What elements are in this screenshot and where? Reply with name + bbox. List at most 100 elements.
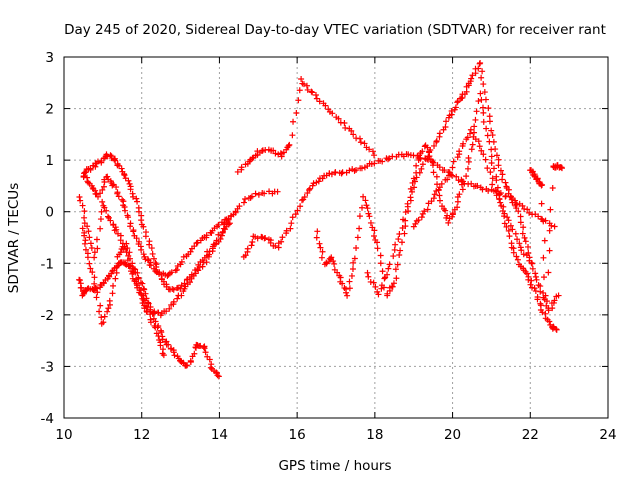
data-point [313, 95, 320, 102]
data-point [184, 362, 191, 369]
data-point [191, 350, 198, 357]
data-point [359, 204, 366, 211]
data-point [225, 221, 232, 228]
data-point [338, 170, 345, 177]
data-point [312, 92, 319, 99]
data-point [142, 290, 149, 297]
data-point [150, 255, 157, 262]
data-point [126, 255, 133, 262]
data-point [97, 225, 104, 232]
data-point [424, 206, 431, 213]
data-point [491, 165, 498, 172]
data-point [125, 177, 132, 184]
data-point [482, 156, 489, 163]
data-point [127, 223, 134, 230]
data-point [152, 318, 159, 325]
data-point [540, 218, 547, 225]
data-point [525, 243, 532, 250]
data-point [309, 89, 316, 96]
data-point [261, 190, 268, 197]
data-point [178, 292, 185, 299]
data-point [236, 203, 243, 210]
data-point [534, 296, 541, 303]
data-point [133, 235, 140, 242]
data-point [106, 297, 113, 304]
data-point [415, 217, 422, 224]
data-point [354, 234, 361, 241]
data-point [275, 151, 282, 158]
data-point [91, 249, 98, 256]
data-point [335, 115, 342, 122]
data-point [458, 181, 465, 188]
data-point [104, 173, 111, 180]
data-point [76, 193, 83, 200]
data-point [306, 186, 313, 193]
data-point [465, 154, 472, 161]
data-point [79, 202, 86, 209]
y-tick-label: 0 [45, 205, 54, 221]
data-point [358, 165, 365, 172]
data-point [89, 269, 96, 276]
data-point [266, 188, 273, 195]
data-point [365, 210, 372, 217]
data-point [468, 180, 475, 187]
data-point [363, 202, 370, 209]
data-point [391, 246, 398, 253]
data-point [205, 251, 212, 258]
data-point [394, 261, 401, 268]
data-point [445, 172, 452, 179]
data-point [81, 208, 88, 215]
data-point [449, 210, 456, 217]
data-point [412, 178, 419, 185]
data-point [472, 116, 479, 123]
data-point [555, 292, 562, 299]
data-point [398, 239, 405, 246]
data-point [497, 167, 504, 174]
data-point [549, 184, 556, 191]
data-point [537, 288, 544, 295]
data-point [480, 118, 487, 125]
data-point [480, 151, 487, 158]
data-point [113, 184, 120, 191]
data-point [165, 341, 172, 348]
data-point [551, 297, 558, 304]
data-point [248, 193, 255, 200]
data-point [369, 148, 376, 155]
data-point [285, 142, 292, 149]
chart-title: Day 245 of 2020, Sidereal Day-to-day VTE… [64, 22, 606, 38]
data-point [456, 148, 463, 155]
data-point [97, 302, 104, 309]
data-point [146, 241, 153, 248]
data-point [328, 171, 335, 178]
data-point [113, 269, 120, 276]
data-point [477, 59, 484, 66]
data-point [286, 141, 293, 148]
data-point [452, 104, 459, 111]
data-point [316, 240, 323, 247]
data-point [523, 252, 530, 259]
data-point [144, 309, 151, 316]
x-tick-label: 16 [289, 427, 306, 443]
data-point [91, 254, 98, 261]
series-track-11 [527, 162, 565, 299]
data-point [103, 207, 110, 214]
data-point [431, 142, 438, 149]
data-point [298, 197, 305, 204]
data-point [134, 269, 141, 276]
data-point [538, 200, 545, 207]
data-point [122, 261, 129, 268]
data-point [133, 195, 140, 202]
data-point [173, 266, 180, 273]
data-point [449, 164, 456, 171]
data-point [471, 123, 478, 130]
data-point [138, 217, 145, 224]
series-track-3 [76, 193, 233, 319]
data-point [454, 154, 461, 161]
data-point [130, 193, 137, 200]
data-point [127, 186, 134, 193]
data-point [488, 153, 495, 160]
data-point [303, 82, 310, 89]
data-point [517, 219, 524, 226]
data-point [318, 254, 325, 261]
data-point [454, 204, 461, 211]
